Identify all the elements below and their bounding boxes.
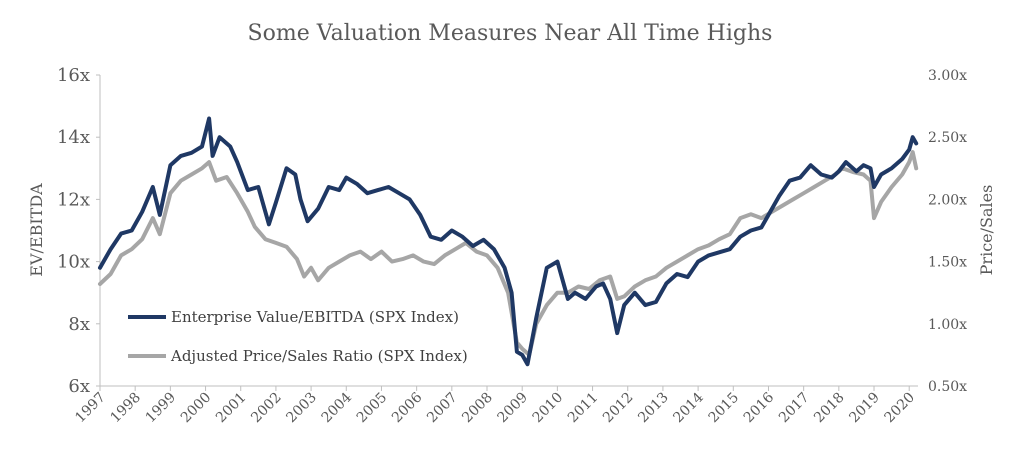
y-left-tick-label: 10x [57, 252, 90, 273]
y-right-tick-label: 1.00x [928, 317, 967, 333]
y-left-tick-label: 14x [57, 127, 90, 148]
x-tick-label: 2019 [846, 390, 883, 427]
y-right-tick-label: 2.00x [928, 192, 967, 208]
y-left-tick-label: 8x [68, 314, 90, 335]
legend: Enterprise Value/EBITDA (SPX Index) Adju… [128, 308, 468, 365]
y-axis-left-title: EV/EBITDA [27, 183, 46, 277]
y-axis-right-ticks: 0.50x 1.00x 1.50x 2.00x 2.50x 3.00x [928, 68, 967, 395]
x-tick-label: 2010 [530, 390, 567, 427]
x-tick-label: 2000 [178, 390, 215, 427]
y-right-tick-label: 1.50x [928, 255, 967, 271]
x-tick-label: 1998 [107, 390, 144, 427]
legend-label-ev-ebitda: Enterprise Value/EBITDA (SPX Index) [171, 308, 459, 326]
x-tick-label: 2001 [213, 390, 250, 427]
x-tick-label: 2003 [283, 390, 320, 427]
x-tick-label: 2015 [706, 390, 743, 427]
x-tick-label: 2007 [424, 390, 461, 427]
chart-title: Some Valuation Measures Near All Time Hi… [248, 21, 773, 46]
x-tick-label: 1999 [143, 390, 180, 427]
y-left-tick-label: 6x [68, 376, 90, 397]
y-left-tick-label: 12x [57, 189, 90, 210]
series-layer [98, 116, 919, 367]
y-axis-right-title: Price/Sales [977, 185, 996, 276]
y-right-tick-label: 0.50x [928, 379, 967, 395]
x-tick-label: 2005 [354, 390, 391, 427]
x-axis-ticks: 1997199819992000200120022003200420052006… [72, 386, 918, 426]
x-tick-label: 2012 [600, 390, 637, 427]
y-right-tick-label: 2.50x [928, 130, 967, 146]
x-tick-label: 2011 [565, 390, 602, 427]
x-tick-label: 2013 [635, 390, 672, 427]
series-ev-ebitda-line [98, 116, 919, 367]
x-tick-label: 2018 [811, 390, 848, 427]
x-tick-label: 2008 [459, 390, 496, 427]
series-price-sales-line [98, 150, 919, 357]
x-tick-label: 2002 [248, 390, 285, 427]
x-tick-label: 2009 [495, 390, 532, 427]
x-tick-label: 2006 [389, 389, 426, 426]
x-tick-label: 2020 [882, 390, 919, 427]
y-right-tick-label: 3.00x [928, 68, 967, 84]
x-tick-label: 2017 [776, 390, 813, 427]
y-left-tick-label: 16x [57, 65, 90, 86]
legend-label-price-sales: Adjusted Price/Sales Ratio (SPX Index) [170, 347, 468, 365]
x-tick-label: 2016 [741, 389, 778, 426]
y-axis-left-ticks: 6x 8x 10x 12x 14x 16x [57, 65, 100, 397]
x-tick-label: 2004 [319, 389, 356, 426]
x-tick-label: 2014 [670, 389, 707, 426]
